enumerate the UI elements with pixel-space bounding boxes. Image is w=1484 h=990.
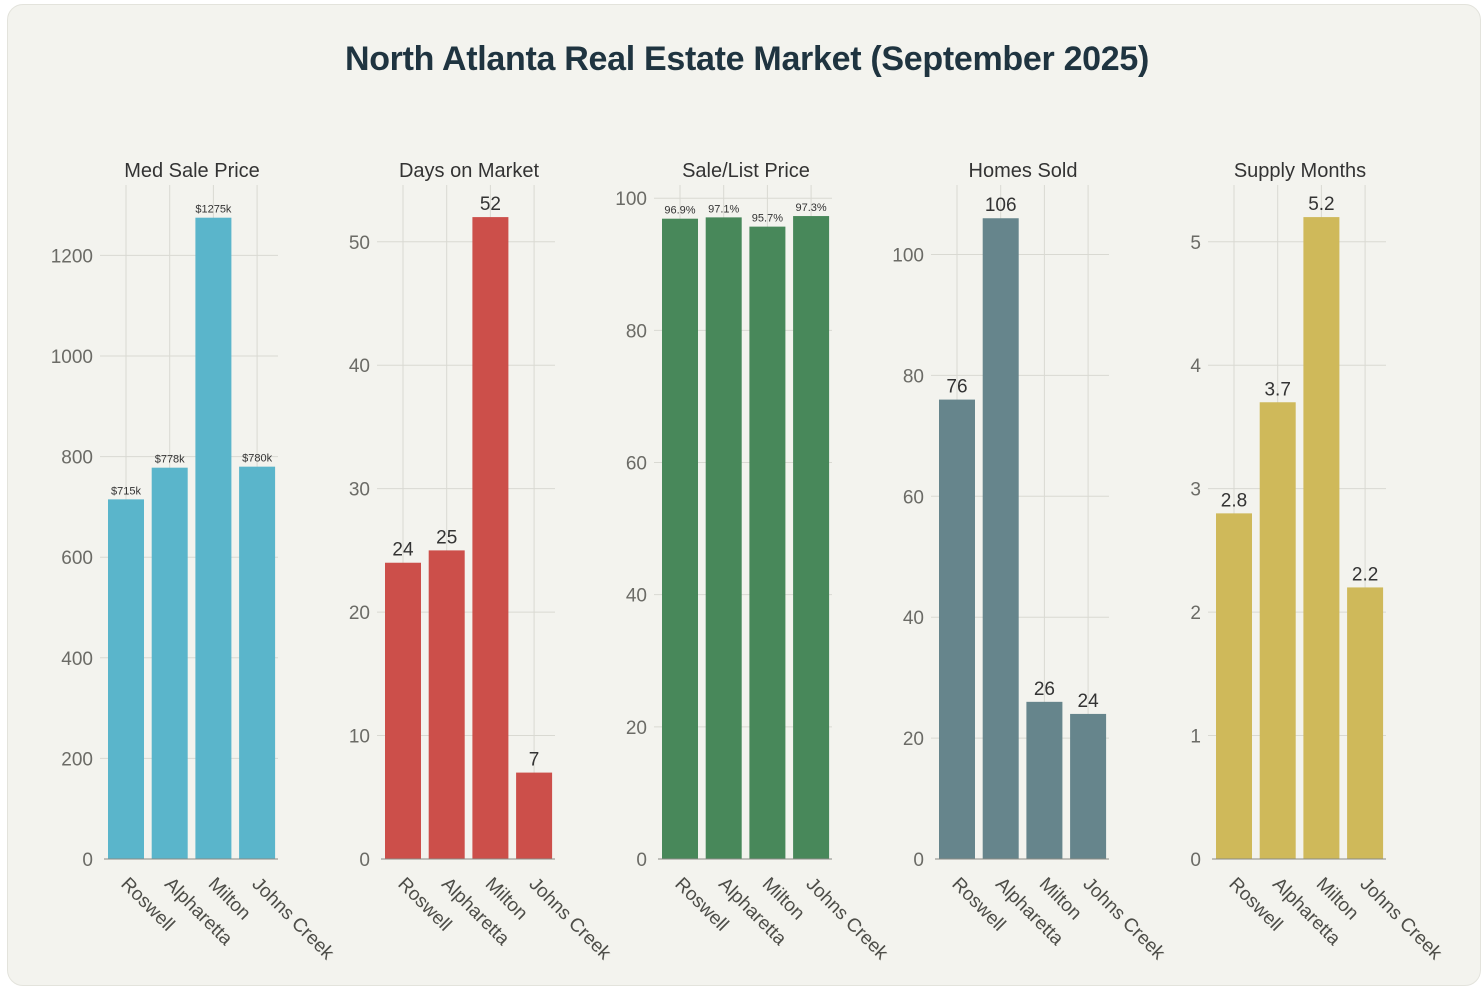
bar-value-label: 95.7% (752, 213, 783, 225)
y-tick-label: 20 (903, 729, 924, 750)
bar-value-label: 97.1% (708, 203, 739, 215)
x-tick-label: Johns Creek (1079, 874, 1170, 965)
bar-value-label: 52 (480, 194, 501, 215)
bar (385, 562, 421, 859)
y-tick-label: 400 (61, 649, 93, 670)
bar (982, 218, 1019, 859)
y-tick-label: 80 (626, 321, 647, 342)
panel-title: Days on Market (399, 160, 539, 182)
y-tick-label: 0 (1190, 850, 1201, 871)
y-tick-label: 10 (349, 727, 370, 748)
panel-title: Med Sale Price (124, 160, 260, 182)
y-tick-label: 800 (61, 448, 93, 469)
bar (108, 499, 144, 859)
bar (472, 217, 509, 860)
y-tick-label: 2 (1190, 603, 1201, 624)
y-tick-label: 20 (626, 718, 647, 739)
bar (662, 218, 698, 859)
y-tick-label: 0 (636, 850, 647, 871)
bar-value-label: $778k (155, 454, 185, 466)
x-tick-label: Johns Creek (248, 874, 339, 965)
bar-value-label: $1275k (195, 204, 232, 216)
bar (1026, 701, 1063, 859)
y-tick-label: 20 (349, 603, 370, 624)
y-tick-label: 40 (349, 356, 370, 377)
y-tick-label: 600 (61, 548, 93, 569)
bar-value-label: 7 (529, 750, 540, 771)
panel-title: Supply Months (1234, 160, 1366, 182)
y-tick-label: 30 (349, 480, 370, 501)
bar-value-label: 2.2 (1352, 564, 1378, 585)
bar (1303, 217, 1340, 860)
bar-value-label: 76 (946, 377, 967, 398)
bar (1216, 513, 1252, 859)
bar-value-label: 26 (1034, 679, 1055, 700)
bar (1259, 402, 1296, 859)
y-tick-label: 40 (903, 608, 924, 629)
bar-value-label: 97.3% (795, 202, 826, 214)
y-tick-label: 200 (61, 749, 93, 770)
bar (749, 226, 786, 860)
y-tick-label: 60 (903, 487, 924, 508)
panel-title: Sale/List Price (682, 160, 810, 182)
bar-value-label: 96.9% (664, 205, 695, 217)
chart-title: North Atlanta Real Estate Market (Septem… (344, 40, 1150, 78)
bar (705, 217, 742, 860)
bar-value-label: 106 (985, 195, 1017, 216)
y-tick-label: 0 (359, 850, 370, 871)
bar (793, 216, 830, 859)
y-tick-label: 100 (615, 189, 647, 210)
x-tick-label: Johns Creek (1356, 874, 1447, 965)
bar (939, 399, 975, 859)
x-tick-label: Johns Creek (802, 874, 893, 965)
bar (239, 466, 276, 859)
bar (1070, 713, 1107, 859)
y-tick-label: 5 (1190, 233, 1201, 254)
y-tick-label: 0 (82, 850, 93, 871)
y-tick-label: 3 (1190, 480, 1201, 501)
panel-title: Homes Sold (969, 160, 1078, 182)
y-tick-label: 40 (626, 586, 647, 607)
bar-value-label: 3.7 (1264, 379, 1290, 400)
x-tick-label: Johns Creek (525, 874, 616, 965)
y-tick-label: 0 (913, 850, 924, 871)
bar (516, 772, 553, 859)
y-tick-label: 100 (892, 246, 924, 267)
bar (195, 217, 232, 859)
bar (151, 467, 188, 859)
bar-value-label: $780k (242, 453, 272, 465)
bar-value-label: 24 (392, 540, 414, 561)
y-tick-label: 60 (626, 454, 647, 475)
bar-value-label: 25 (436, 527, 457, 548)
y-tick-label: 1 (1190, 727, 1201, 748)
bar (428, 550, 465, 859)
y-tick-label: 1200 (51, 246, 93, 267)
bar-value-label: 2.8 (1221, 490, 1247, 511)
y-tick-label: 1000 (51, 347, 93, 368)
bar-value-label: $715k (111, 485, 141, 497)
bar-value-label: 5.2 (1308, 194, 1334, 215)
bar (1347, 587, 1384, 859)
y-tick-label: 50 (349, 233, 370, 254)
y-tick-label: 80 (903, 366, 924, 387)
bar-value-label: 24 (1078, 691, 1100, 712)
y-tick-label: 4 (1190, 356, 1201, 377)
